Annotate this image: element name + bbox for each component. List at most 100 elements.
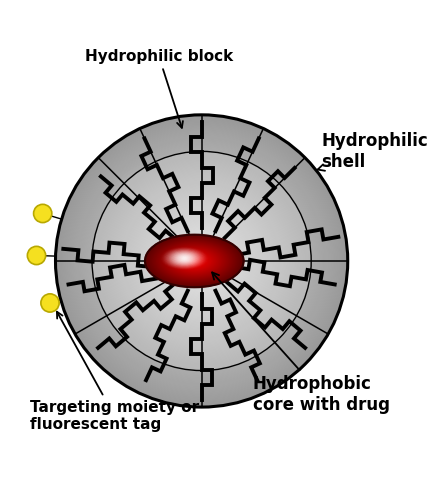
Circle shape (134, 194, 269, 328)
Circle shape (99, 158, 305, 364)
Circle shape (116, 175, 288, 347)
Ellipse shape (174, 250, 215, 272)
Circle shape (140, 199, 182, 241)
Text: Hydrophobic
core with drug: Hydrophobic core with drug (212, 272, 390, 414)
Ellipse shape (188, 258, 201, 264)
Circle shape (135, 194, 187, 246)
Ellipse shape (167, 250, 202, 266)
Ellipse shape (152, 238, 237, 284)
Ellipse shape (194, 260, 195, 262)
Ellipse shape (161, 244, 227, 278)
Circle shape (198, 258, 205, 264)
Ellipse shape (165, 245, 224, 276)
Circle shape (197, 256, 206, 266)
Circle shape (118, 178, 285, 344)
Circle shape (86, 146, 317, 376)
Circle shape (127, 186, 277, 336)
Ellipse shape (191, 259, 198, 262)
Circle shape (150, 210, 253, 312)
Ellipse shape (190, 259, 198, 263)
Circle shape (178, 237, 226, 285)
Circle shape (149, 208, 254, 314)
Ellipse shape (181, 254, 207, 268)
Circle shape (112, 172, 291, 350)
Circle shape (145, 204, 176, 236)
Circle shape (137, 196, 184, 244)
Circle shape (72, 132, 331, 390)
Circle shape (143, 202, 260, 320)
Ellipse shape (189, 258, 199, 264)
Circle shape (191, 250, 213, 272)
Circle shape (178, 237, 225, 284)
Circle shape (41, 294, 59, 312)
Circle shape (97, 157, 306, 365)
Ellipse shape (160, 242, 229, 280)
Circle shape (136, 195, 267, 326)
Ellipse shape (147, 236, 242, 286)
Ellipse shape (176, 252, 213, 270)
Circle shape (136, 195, 267, 326)
Circle shape (138, 198, 265, 324)
Circle shape (97, 156, 307, 366)
Circle shape (179, 239, 224, 283)
Ellipse shape (175, 250, 214, 272)
Ellipse shape (165, 246, 223, 276)
Ellipse shape (182, 254, 207, 268)
Ellipse shape (177, 252, 212, 270)
Circle shape (189, 248, 214, 274)
Ellipse shape (173, 253, 195, 264)
Circle shape (153, 212, 250, 309)
Circle shape (164, 224, 239, 298)
Circle shape (148, 207, 174, 233)
Ellipse shape (156, 240, 233, 282)
Circle shape (103, 162, 300, 360)
Circle shape (78, 137, 326, 385)
Text: Targeting moiety or
fluorescent tag: Targeting moiety or fluorescent tag (30, 312, 199, 432)
Text: Hydrophilic
shell: Hydrophilic shell (316, 132, 428, 171)
Circle shape (186, 246, 217, 276)
Ellipse shape (179, 256, 189, 260)
Circle shape (199, 259, 204, 263)
Circle shape (67, 126, 337, 396)
Circle shape (129, 188, 192, 252)
Circle shape (161, 221, 242, 301)
Circle shape (134, 193, 269, 329)
Ellipse shape (193, 260, 196, 262)
Ellipse shape (170, 248, 219, 274)
Ellipse shape (155, 240, 234, 282)
Ellipse shape (187, 257, 202, 265)
Circle shape (81, 140, 322, 382)
Circle shape (155, 215, 166, 226)
Circle shape (147, 206, 256, 316)
Circle shape (182, 241, 222, 281)
Circle shape (158, 217, 246, 305)
Circle shape (109, 169, 294, 353)
Circle shape (125, 184, 278, 338)
Ellipse shape (163, 244, 225, 278)
Circle shape (169, 228, 235, 294)
Circle shape (183, 242, 220, 279)
Circle shape (107, 166, 297, 356)
Circle shape (131, 191, 272, 331)
Ellipse shape (189, 258, 200, 264)
Ellipse shape (179, 253, 209, 269)
Circle shape (118, 177, 286, 345)
Circle shape (79, 138, 324, 384)
Circle shape (127, 186, 276, 336)
Circle shape (184, 244, 219, 278)
Circle shape (162, 222, 241, 300)
Circle shape (101, 160, 302, 362)
Circle shape (123, 182, 280, 340)
Circle shape (156, 216, 247, 306)
Circle shape (188, 248, 215, 274)
Circle shape (149, 208, 254, 314)
Circle shape (105, 164, 298, 358)
Ellipse shape (162, 244, 226, 278)
Circle shape (57, 116, 346, 406)
Circle shape (114, 174, 289, 348)
Ellipse shape (178, 256, 191, 262)
Ellipse shape (168, 247, 220, 275)
Ellipse shape (154, 240, 235, 282)
Circle shape (132, 191, 190, 249)
Ellipse shape (184, 256, 204, 266)
